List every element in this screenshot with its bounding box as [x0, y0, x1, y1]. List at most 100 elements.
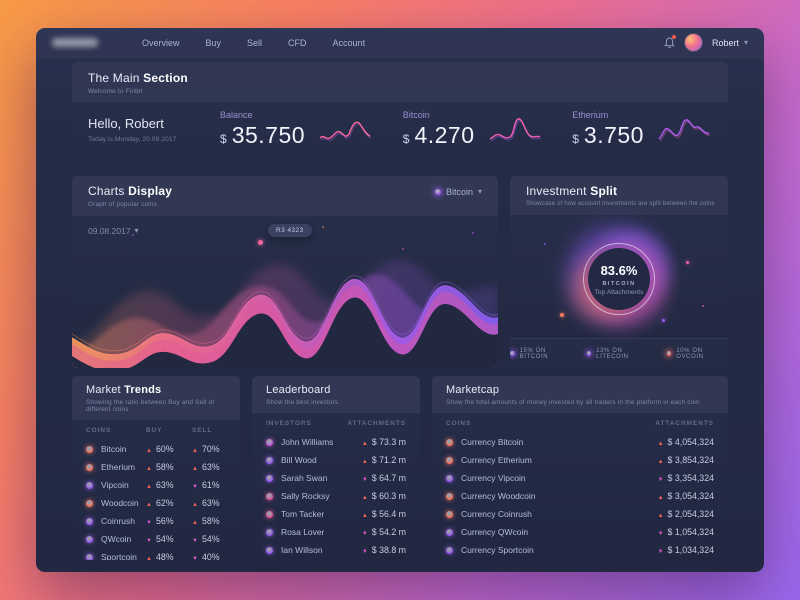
user-avatar[interactable]: [684, 34, 702, 51]
coin-dot-icon: [86, 445, 93, 453]
trend-arrow-icon: [146, 553, 152, 561]
investment-donut-area: 83.6% BITCOIN Top Attachments: [510, 215, 728, 338]
table-row[interactable]: Etherium 58% 63%: [86, 458, 226, 476]
market-trends-panel: Market Trends Showing the ratio between …: [72, 376, 240, 560]
trend-arrow-icon: [658, 528, 664, 537]
trend-arrow-icon: [362, 492, 368, 501]
coin-dot-icon: [446, 456, 453, 464]
donut-caption: Top Attachments: [594, 288, 644, 296]
legend-item: 15% ON BITCOIN: [510, 348, 573, 360]
top-nav: Overview Buy Sell CFD Account Robert ▾: [36, 28, 764, 58]
trend-arrow-icon: [362, 456, 368, 465]
trend-arrow-icon: [192, 463, 198, 472]
trend-arrow-icon: [658, 510, 664, 519]
coin-dot-icon: [446, 546, 453, 554]
table-row[interactable]: Sportcoin 48% 40%: [86, 548, 226, 560]
table-row[interactable]: Bill Wood $ 71.2 m: [266, 451, 406, 469]
currency-sign: $: [402, 132, 410, 146]
stat-value: 3.750: [583, 122, 644, 148]
table-row[interactable]: Sarah Swan $ 64.7 m: [266, 469, 406, 487]
trend-arrow-icon: [146, 445, 152, 454]
marketcap-rows: Currency Bitcoin $ 4,054,324 Currency Et…: [446, 433, 714, 559]
trend-arrow-icon: [192, 445, 198, 454]
marketcap-panel: Marketcap Show the total amounts of mone…: [432, 376, 728, 560]
investment-subtitle: Showcase of how account investments are …: [526, 201, 715, 207]
market-trends-title: Market Trends: [86, 384, 162, 396]
trend-arrow-icon: [146, 481, 152, 490]
trend-arrow-icon: [192, 535, 198, 544]
main-section-title: The Main Section: [88, 71, 188, 85]
marketcap-subtitle: Show the total amounts of money invested…: [446, 399, 700, 406]
greeting: Hello, Robert: [88, 116, 164, 131]
wave-chart-area[interactable]: 09.08.2017 ▾ R3 4323: [72, 216, 498, 368]
nav-item[interactable]: Sell: [247, 37, 263, 48]
stat-etherium: Etherium $3.750: [572, 110, 712, 149]
chevron-down-icon: ▾: [477, 187, 482, 196]
table-row[interactable]: Tom Tacker $ 56.4 m: [266, 505, 406, 523]
table-row[interactable]: QWcoin 54% 54%: [86, 530, 226, 548]
investor-dot-icon: [266, 528, 273, 536]
trend-arrow-icon: [192, 553, 198, 561]
legend-dot-icon: [666, 351, 672, 356]
decor-dot: [132, 234, 134, 236]
currency-sign: $: [220, 132, 227, 146]
trend-arrow-icon: [658, 474, 664, 483]
nav-item[interactable]: Account: [332, 37, 366, 48]
investor-dot-icon: [266, 510, 273, 518]
decor-dot: [402, 248, 404, 250]
donut-coin: BITCOIN: [602, 280, 636, 287]
chevron-down-icon: ▾: [134, 226, 139, 235]
table-row[interactable]: Coinrush 56% 58%: [86, 512, 226, 530]
currency-sign: $: [572, 132, 579, 146]
trend-arrow-icon: [146, 463, 152, 472]
trend-arrow-icon: [362, 546, 368, 555]
table-row[interactable]: Rosa Lover $ 54.2 m: [266, 523, 406, 541]
table-row[interactable]: Currency Bitcoin $ 4,054,324: [446, 433, 714, 451]
col-investors: INVESTORS: [266, 419, 312, 427]
etherium-sparkline: [658, 118, 711, 141]
donut-center: 83.6% BITCOIN Top Attachments: [588, 248, 650, 310]
trend-arrow-icon: [362, 528, 368, 537]
donut-ring: [583, 243, 655, 315]
table-row[interactable]: Vipcoin 63% 61%: [86, 476, 226, 494]
user-menu[interactable]: Robert ▾: [712, 38, 748, 48]
stat-label: Bitcoin: [402, 110, 430, 120]
app-logo: [52, 38, 98, 47]
nav-item[interactable]: Overview: [142, 37, 180, 48]
table-row[interactable]: Currency Etherium $ 3,854,324: [446, 451, 714, 469]
bitcoin-sparkline: [489, 117, 541, 141]
coin-dot-icon: [446, 528, 453, 536]
table-row[interactable]: John Williams $ 73.3 m: [266, 433, 406, 451]
table-row[interactable]: Sally Rocksy $ 60.3 m: [266, 487, 406, 505]
coin-dot-icon: [446, 438, 453, 446]
nav-item[interactable]: Buy: [205, 37, 222, 48]
table-row[interactable]: Ian Willson $ 38.8 m: [266, 541, 406, 559]
coin-dot-icon: [446, 474, 453, 482]
coin-dot-icon: [86, 517, 93, 525]
legend-dot-icon: [510, 351, 515, 356]
trend-arrow-icon: [192, 517, 198, 526]
main-section-subtitle: Welcome to Finbit: [88, 88, 143, 95]
coin-selector[interactable]: Bitcoin ▾: [434, 187, 482, 197]
today-date: Today is Monday, 20.09.2017: [88, 136, 177, 143]
table-row[interactable]: Currency Vipcoin $ 3,354,324: [446, 469, 714, 487]
trend-arrow-icon: [146, 517, 152, 526]
decor-dot: [544, 243, 546, 245]
table-row[interactable]: Currency QWcoin $ 1,054,324: [446, 523, 714, 541]
leaderboard-title: Leaderboard: [266, 384, 331, 396]
date-selector[interactable]: 09.08.2017 ▾: [88, 226, 139, 236]
chart-highlight-dot: [258, 240, 263, 245]
trend-arrow-icon: [658, 438, 664, 447]
table-header: COINS ATTACHMENTS: [446, 413, 714, 433]
leaderboard-panel: Leaderboard Show the best investors INVE…: [252, 376, 420, 560]
table-row[interactable]: Woodcoin 62% 63%: [86, 494, 226, 512]
nav-item[interactable]: CFD: [288, 37, 307, 48]
leaderboard-rows: John Williams $ 73.3 m Bill Wood: [266, 433, 406, 559]
table-row[interactable]: Currency Sportcoin $ 1,034,324: [446, 541, 714, 559]
table-row[interactable]: Bitcoin 60% 70%: [86, 440, 226, 458]
table-row[interactable]: Currency Coinrush $ 2,054,324: [446, 505, 714, 523]
table-row[interactable]: Currency Woodcoin $ 3,054,324: [446, 487, 714, 505]
donut-percent: 83.6%: [600, 262, 638, 278]
investor-dot-icon: [266, 492, 273, 500]
notifications-bell-icon[interactable]: [664, 35, 676, 49]
